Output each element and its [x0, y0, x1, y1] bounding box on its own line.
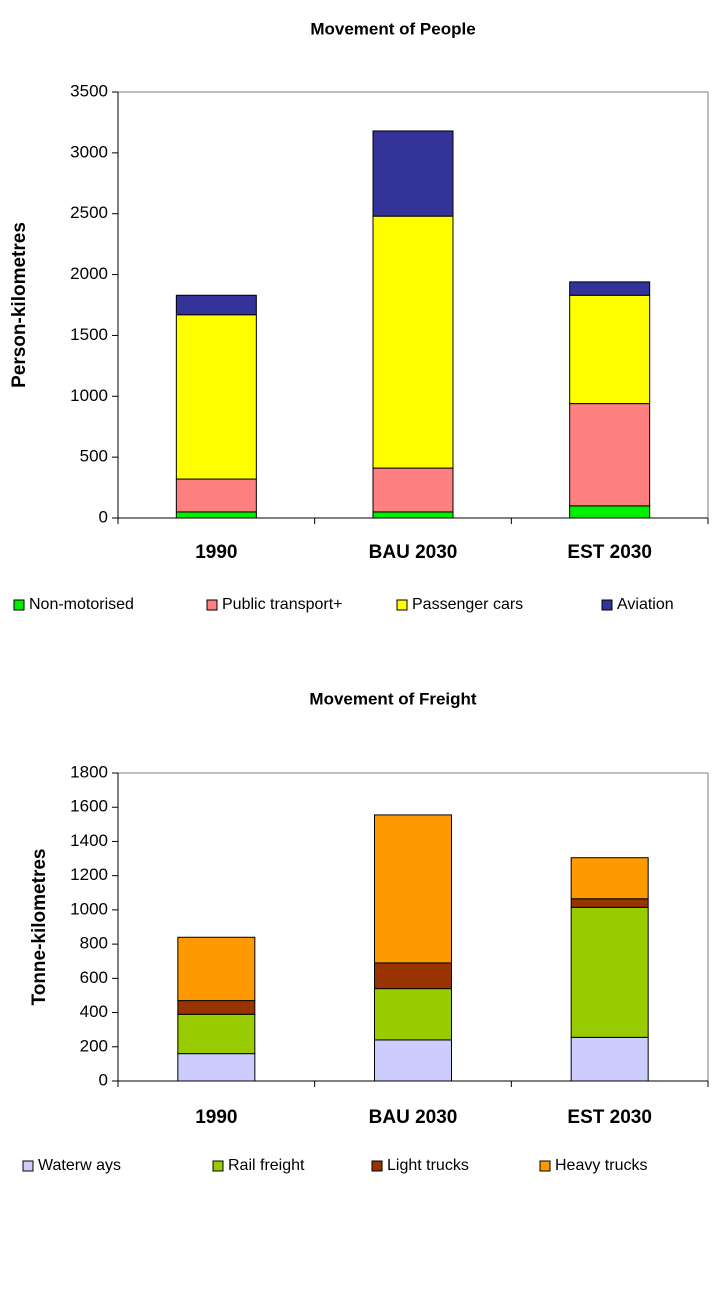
- bar-segment: [175, 511, 257, 519]
- legend-swatch: [212, 1160, 224, 1172]
- legend-swatch: [601, 599, 613, 611]
- bar-segment: [570, 857, 649, 900]
- chart-title: Movement of People: [310, 19, 475, 38]
- bar-segment: [175, 478, 257, 513]
- y-tick-label: 1000: [70, 386, 108, 405]
- y-axis-label: Person-kilometres: [9, 222, 30, 388]
- legend-swatch: [539, 1160, 551, 1172]
- y-tick-label: 1500: [70, 325, 108, 344]
- legend-swatch: [206, 599, 218, 611]
- y-tick-label: 200: [80, 1036, 108, 1055]
- y-tick-label: 0: [99, 1070, 108, 1089]
- y-tick-label: 0: [99, 507, 108, 526]
- y-tick-label: 600: [80, 968, 108, 987]
- bar-segment: [569, 505, 651, 519]
- bar-segment: [570, 906, 649, 1038]
- bar-segment: [570, 898, 649, 908]
- legend-swatch: [396, 599, 408, 611]
- bar-segment: [372, 467, 454, 513]
- y-tick-label: 1200: [70, 865, 108, 884]
- legend-label: Public transport+: [222, 596, 343, 613]
- chart-title: Movement of Freight: [309, 689, 477, 708]
- y-tick-label: 2500: [70, 203, 108, 222]
- x-tick-label: 1990: [195, 1107, 237, 1128]
- bar-segment: [372, 215, 454, 469]
- x-tick-label: EST 2030: [567, 542, 652, 563]
- y-tick-label: 500: [80, 447, 108, 466]
- bar-segment: [175, 294, 257, 316]
- legend-label: Waterw ays: [38, 1157, 121, 1174]
- bar-segment: [374, 962, 452, 990]
- bar-segment: [374, 814, 452, 964]
- x-tick-label: EST 2030: [567, 1107, 652, 1128]
- legend-swatch: [22, 1160, 34, 1172]
- bar-segment: [570, 1036, 649, 1082]
- bar-segment: [374, 988, 452, 1041]
- x-tick-label: BAU 2030: [369, 542, 458, 563]
- y-tick-label: 2000: [70, 264, 108, 283]
- y-tick-label: 400: [80, 1002, 108, 1021]
- x-tick-label: BAU 2030: [369, 1107, 458, 1128]
- y-tick-label: 800: [80, 934, 108, 953]
- bar-segment: [569, 294, 651, 405]
- legend-label: Light trucks: [387, 1157, 469, 1174]
- bar-segment: [177, 1000, 256, 1015]
- bar-segment: [374, 1039, 452, 1082]
- bar-segment: [177, 1013, 256, 1055]
- bar-segment: [177, 936, 256, 1002]
- y-tick-label: 1400: [70, 831, 108, 850]
- x-tick-label: 1990: [195, 542, 237, 563]
- y-axis-label: Tonne-kilometres: [29, 849, 50, 1006]
- y-tick-label: 1800: [70, 762, 108, 781]
- bar-segment: [177, 1053, 256, 1082]
- y-tick-label: 3500: [70, 81, 108, 100]
- bar-segment: [175, 314, 257, 480]
- legend-label: Aviation: [617, 596, 674, 613]
- legend-swatch: [371, 1160, 383, 1172]
- legend-label: Non-motorised: [29, 596, 134, 613]
- legend-swatch: [13, 599, 25, 611]
- y-tick-label: 1600: [70, 797, 108, 816]
- bar-segment: [569, 403, 651, 507]
- bar-segment: [569, 281, 651, 296]
- y-tick-label: 1000: [70, 899, 108, 918]
- legend-label: Rail freight: [228, 1157, 305, 1174]
- legend-label: Heavy trucks: [555, 1157, 647, 1174]
- bar-segment: [372, 130, 454, 217]
- y-tick-label: 3000: [70, 142, 108, 161]
- legend-label: Passenger cars: [412, 596, 523, 613]
- bar-segment: [372, 511, 454, 519]
